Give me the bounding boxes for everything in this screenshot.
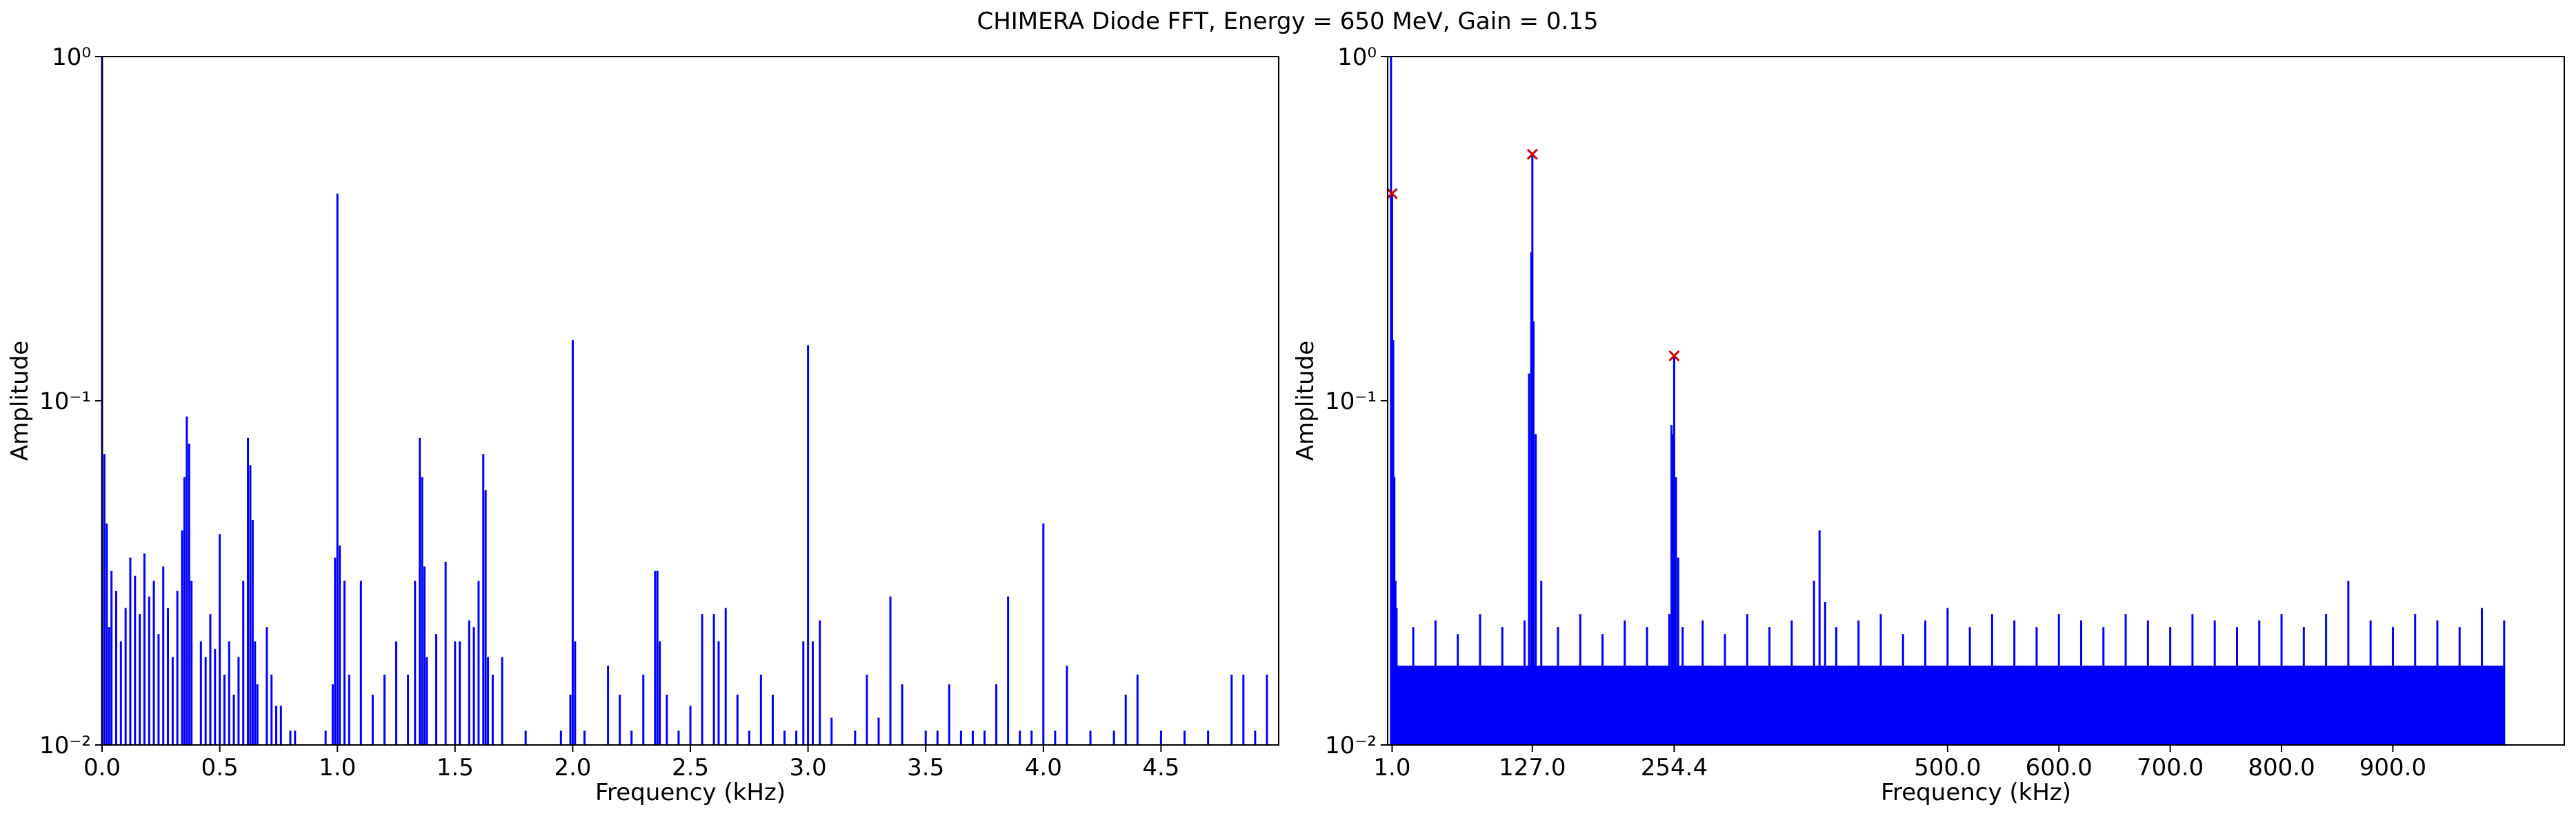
- x-tick-label: 1.0: [319, 754, 356, 782]
- x-tick-label: 700.0: [2137, 754, 2204, 782]
- x-tick-label: 0.0: [83, 754, 121, 782]
- right-x-axis-label: Frequency (kHz): [1881, 779, 2071, 806]
- x-tick-label: 1.0: [1373, 754, 1410, 782]
- right-y-ticks: 10⁻² 10⁻¹ 10⁰: [1325, 43, 1388, 759]
- peak-marker: [1526, 148, 1538, 160]
- left-spectrum-series: [101, 57, 1268, 745]
- x-tick-label: 2.0: [554, 754, 591, 782]
- right-y-axis-label: Amplitude: [1292, 341, 1319, 461]
- left-y-axis-label: Amplitude: [6, 341, 34, 461]
- x-tick-label: 500.0: [1914, 754, 1981, 782]
- right-panel: 1.0 127.0 254.4 500.0 600.0 700.0 800.0 900.0 1…: [1292, 43, 2565, 806]
- left-panel: 0.0 0.5 1.0 1.5 2.0 2.5 3.0 3.5 4.0 4.5 10⁻²10⁻¹1…: [6, 43, 1279, 806]
- y-tick-label: 10⁰: [1337, 43, 1377, 71]
- y-tick-label: 10⁻²: [39, 732, 91, 759]
- x-tick-label: 127.0: [1499, 754, 1566, 782]
- x-tick-label: 1.5: [437, 754, 474, 782]
- x-tick-label: 900.0: [2359, 754, 2426, 782]
- x-tick-label: 800.0: [2248, 754, 2315, 782]
- x-tick-label: 3.5: [907, 754, 944, 782]
- peak-marker: [1386, 188, 1398, 199]
- x-tick-label: 2.5: [672, 754, 709, 782]
- x-tick-label: 4.0: [1025, 754, 1062, 782]
- left-y-ticks: 10⁻² 10⁻¹ 10⁰: [39, 43, 102, 759]
- left-x-ticks: 0.0 0.5 1.0 1.5 2.0 2.5 3.0 3.5 4.0 4.5: [83, 745, 1179, 782]
- right-peak-markers: [1386, 148, 1680, 362]
- x-tick-label: 3.0: [790, 754, 827, 782]
- right-spectrum-series: [1390, 57, 2506, 745]
- y-tick-label: 10⁻¹: [39, 388, 91, 415]
- x-tick-label: 0.5: [201, 754, 239, 782]
- x-tick-label: 254.4: [1641, 754, 1708, 782]
- x-tick-label: 4.5: [1142, 754, 1179, 782]
- y-tick-label: 10⁻²: [1325, 732, 1377, 759]
- peak-marker: [1668, 350, 1680, 362]
- left-x-axis-label: Frequency (kHz): [595, 779, 786, 806]
- right-x-ticks: 1.0 127.0 254.4 500.0 600.0 700.0 800.0 900.0: [1373, 745, 2426, 782]
- y-tick-label: 10⁻¹: [1325, 388, 1377, 415]
- y-tick-label: 10⁰: [52, 43, 91, 71]
- x-tick-label: 600.0: [2026, 754, 2093, 782]
- figure-suptitle: CHIMERA Diode FFT, Energy = 650 MeV, Gai…: [977, 8, 1598, 35]
